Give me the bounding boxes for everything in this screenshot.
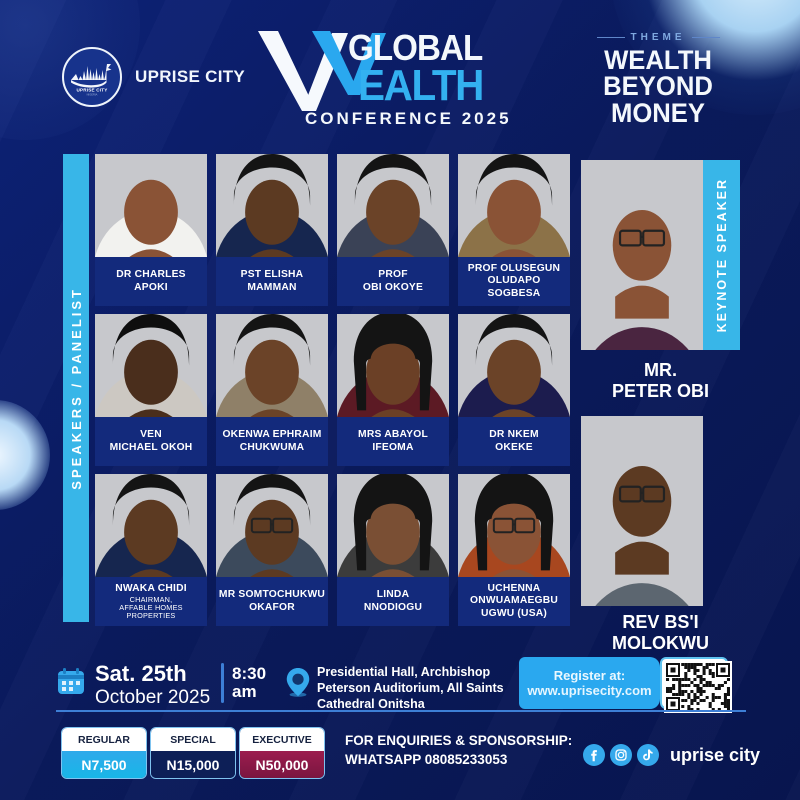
- svg-text:UPRISE CITY: UPRISE CITY: [76, 88, 107, 93]
- svg-text:NIGERIA: NIGERIA: [87, 93, 98, 97]
